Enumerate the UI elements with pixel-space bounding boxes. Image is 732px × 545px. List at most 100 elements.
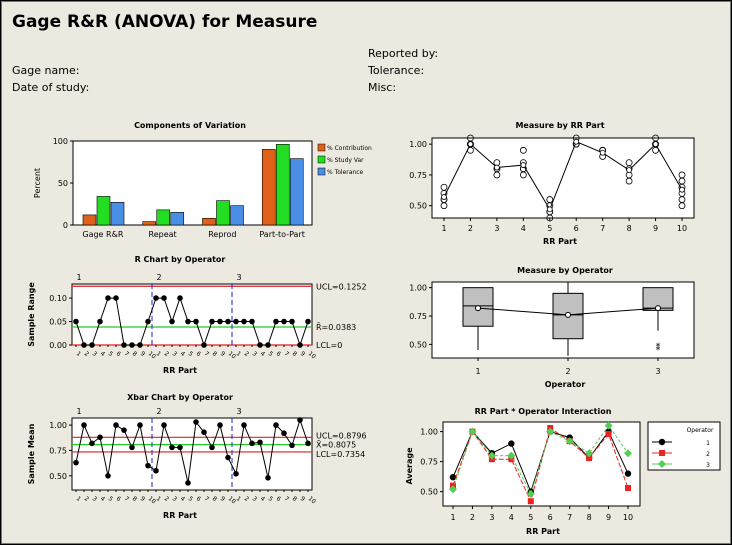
xbar-chart-point (97, 434, 103, 441)
components-bar (142, 221, 157, 226)
xbar-chart-xtick-label: 5 (107, 495, 115, 503)
r-chart-xtick-label: 3 (251, 350, 259, 358)
components-legend-label: % Tolerance (327, 169, 364, 176)
xbar-chart-operator-label: 3 (236, 407, 241, 416)
interaction-xtick-label: 6 (548, 513, 553, 522)
r-chart-point (281, 318, 287, 325)
xbar-chart-point (177, 444, 183, 451)
xbar-chart-point (129, 444, 135, 451)
r-chart-xtick-label: 3 (91, 350, 99, 358)
components-bar (230, 205, 244, 226)
r-chart-xtick-label: 10 (307, 350, 317, 360)
components-bar (110, 202, 125, 226)
xbar-chart-xtick-label: 5 (267, 495, 275, 503)
xbar-chart-xtick-label: 2 (163, 495, 171, 503)
r-chart-point (153, 295, 159, 301)
xbar-chart-point (257, 439, 263, 446)
xbar-chart-xtick-label: 8 (131, 495, 139, 503)
r-chart-ylabel: Sample Range (27, 282, 36, 347)
xbar-chart-ytick-label: 1.00 (49, 421, 67, 430)
r-chart-xtick-label: 3 (171, 350, 179, 358)
interaction-point (449, 485, 457, 494)
r-chart-xlabel: RR Part (163, 366, 197, 375)
interaction-series-line (452, 427, 629, 503)
r-chart-xtick-label: 6 (115, 350, 123, 358)
interaction-point (624, 449, 632, 458)
xbar-chart-line (75, 418, 309, 484)
xbar-chart-point (105, 473, 111, 479)
xbar-chart-point (209, 444, 215, 451)
measure-by-part-mean-marker (679, 186, 685, 193)
interaction-ytick-label: 0.75 (420, 458, 438, 467)
measure-by-part-mean-marker (441, 194, 447, 200)
interaction-xlabel: RR Part (526, 527, 560, 536)
box-mean-marker (655, 305, 661, 312)
measure-by-part-xtick-label: 6 (574, 224, 579, 233)
r-chart-xtick-label: 5 (107, 350, 115, 358)
interaction-title: RR Part * Operator Interaction (475, 407, 612, 416)
measure-by-operator-ytick-label: 1.00 (409, 284, 427, 293)
measure-by-operator-xtick-label: 1 (475, 367, 480, 376)
r-chart-point (185, 318, 191, 325)
gage-name-label: Gage name: (12, 64, 80, 77)
measure-by-part-xtick-label: 7 (600, 224, 605, 233)
interaction-ytick-label: 0.50 (420, 488, 438, 497)
measure-by-part-ytick-label: 0.75 (409, 171, 427, 180)
components-category-label: Part-to-Part (259, 230, 305, 239)
interaction-xtick-label: 5 (528, 513, 533, 522)
interaction-point (586, 455, 593, 461)
components-bar (216, 200, 230, 226)
measure-by-part-mean-marker (546, 206, 553, 213)
measure-by-part-mean-line (443, 141, 683, 211)
measure-by-part-ytick-label: 0.50 (409, 202, 427, 211)
xbar-chart-point (249, 440, 255, 447)
xbar-chart-xtick-label: 7 (283, 495, 291, 503)
components-category-label: Gage R&R (82, 230, 123, 239)
r-chart-point (209, 318, 215, 325)
measure-by-operator-xtick-label: 2 (565, 367, 570, 376)
xbar-chart-xtick-label: 3 (171, 495, 179, 503)
measure-by-part-xtick-label: 10 (677, 224, 687, 233)
components-bar (289, 158, 304, 226)
r-chart-xtick-label: 2 (243, 350, 251, 358)
measure-by-part-mean-marker (467, 141, 474, 148)
interaction-xtick-label: 7 (567, 513, 572, 522)
interaction-point (449, 474, 457, 481)
r-chart-ucl-label: UCL=0.1252 (316, 282, 367, 291)
interaction-xtick-label: 9 (606, 513, 611, 522)
r-chart-xtick-label: 10 (147, 350, 157, 360)
xbar-chart-point (193, 419, 199, 425)
r-chart-point (233, 318, 239, 325)
components-legend-swatch (317, 155, 326, 164)
measure-by-part-point (519, 146, 527, 154)
interaction-xtick-label: 1 (450, 513, 455, 522)
xbar-chart-xtick-label: 9 (139, 495, 147, 503)
date-of-study-label: Date of study: (12, 81, 90, 94)
measure-by-part-point (625, 177, 633, 185)
measure-by-operator-xtick-label: 3 (655, 367, 660, 376)
interaction-point (585, 449, 594, 458)
xbar-chart-operator-label: 1 (76, 407, 81, 416)
xbar-chart-point (201, 429, 207, 435)
measure-by-part-point (467, 140, 474, 148)
xbar-chart-point (273, 422, 279, 428)
components-legend-label: % Study Var (327, 157, 364, 164)
measure-by-part-point (678, 171, 686, 179)
xbar-chart-xtick-label: 3 (91, 495, 99, 503)
r-chart-point (305, 318, 311, 325)
interaction-legend-marker (659, 450, 665, 456)
xbar-chart-xtick-label: 1 (235, 495, 243, 503)
r-chart-xtick-label: 4 (99, 350, 107, 358)
interaction-point (625, 485, 631, 491)
r-chart-point (177, 295, 183, 301)
xbar-chart-xtick-label: 6 (195, 495, 203, 503)
r-chart-point (161, 295, 167, 301)
components-ytick-label: 100 (53, 137, 68, 146)
measure-by-part-xtick-label: 2 (468, 224, 473, 233)
xbar-chart-lcl-label: LCL=0.7354 (316, 450, 365, 459)
r-chart-xtick-label: 1 (235, 350, 243, 358)
measure-by-part-xtick-label: 1 (441, 224, 446, 233)
interaction-point (507, 451, 516, 460)
xbar-chart-point (225, 454, 231, 461)
interaction-point (604, 421, 613, 430)
